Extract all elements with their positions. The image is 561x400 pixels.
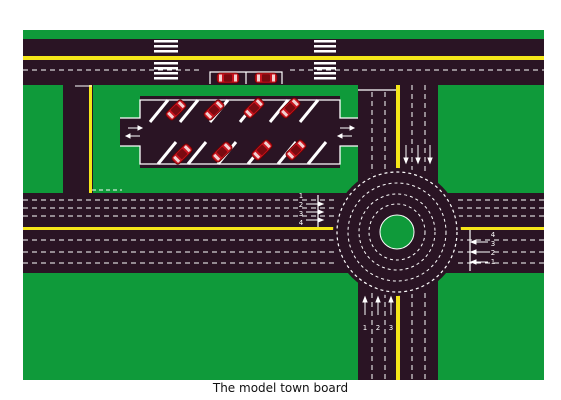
top-road: [23, 39, 544, 85]
lane-label: 3: [389, 324, 393, 332]
lane-label: 3: [299, 210, 303, 218]
lane-label: 2: [376, 324, 380, 332]
lane-arrows: [306, 145, 488, 315]
street-parking-box: [209, 71, 283, 84]
roundabout: [333, 168, 461, 296]
lot-entry-arrows: [124, 125, 356, 139]
lane-label: 3: [491, 240, 495, 248]
left-road: [63, 85, 93, 193]
lane-label: 4: [299, 219, 304, 227]
lane-label: 1: [299, 192, 303, 200]
lane-label: 2: [491, 249, 495, 257]
lane-label: 1: [491, 258, 495, 266]
lane-labels-east: 1 2 3 4: [491, 231, 496, 266]
top-road-median: [23, 56, 544, 60]
figure-caption: The model town board: [212, 381, 349, 395]
lane-label: 1: [363, 324, 367, 332]
roundabout-island: [379, 214, 415, 250]
main-road: [23, 193, 544, 273]
lane-label: 4: [491, 231, 496, 239]
lane-labels-south: 1 2 3: [363, 324, 393, 332]
street-parked-car: [216, 72, 240, 84]
crosswalk-left: [154, 40, 178, 80]
lane-label: 2: [299, 201, 303, 209]
lane-labels-west: 1 2 3 4: [299, 192, 304, 227]
street-parked-car: [254, 72, 278, 84]
crosswalk-right: [314, 40, 336, 80]
